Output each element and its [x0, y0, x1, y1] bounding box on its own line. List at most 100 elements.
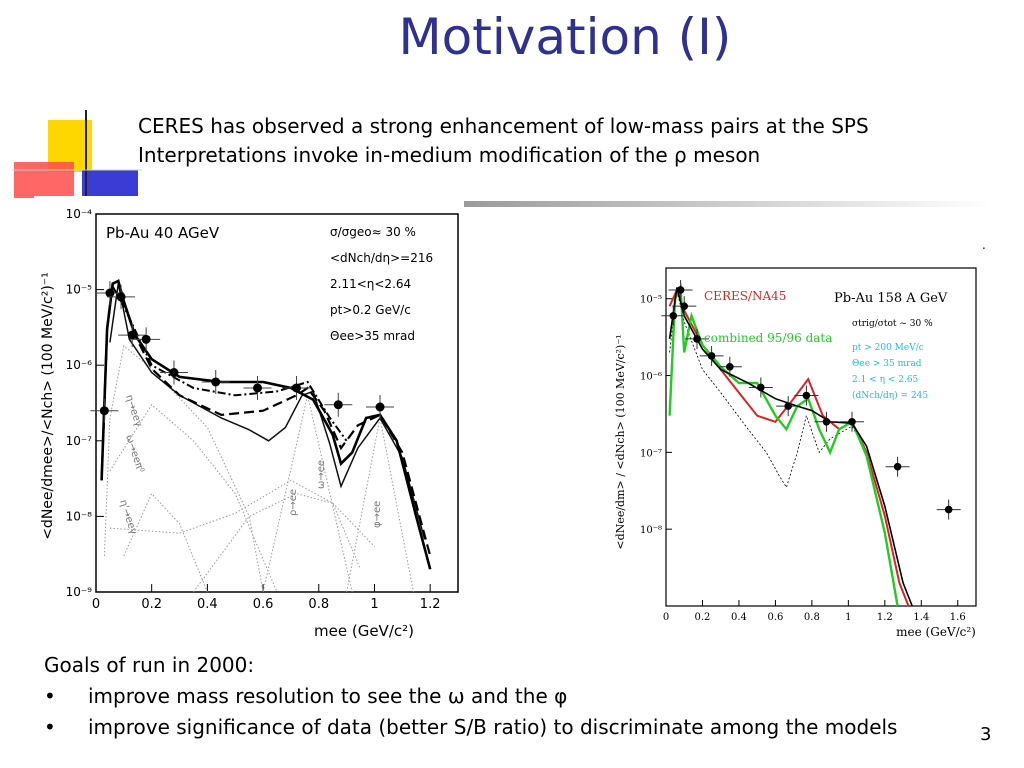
right-x-tick-label: 1.2 — [877, 612, 893, 623]
goals-section: Goals of run in 2000: • improve mass reso… — [44, 650, 897, 743]
right-x-tick-label: 1 — [845, 612, 851, 623]
left-cut-4: pt>0.2 GeV/c — [330, 303, 411, 317]
left-data-point — [105, 288, 115, 298]
left-cut-1: σ/σgeo≈ 30 % — [330, 225, 416, 239]
intro-text: CERES has observed a strong enhancement … — [138, 112, 869, 170]
left-decay-label-4: ρ→ee — [288, 489, 299, 516]
left-data-point — [375, 402, 385, 412]
right-axis-ticks: 0 0.2 0.4 0.6 0.8 1 1.2 1.4 1.6 10⁻⁵ 10⁻⁶ 10⁻⁷ 10⁻⁸ — [640, 295, 966, 623]
left-decay-curve-4 — [193, 493, 361, 593]
left-x-tick-label: 0.4 — [197, 597, 218, 612]
left-x-tick-label: 0 — [92, 597, 100, 612]
left-decay-curve-5 — [262, 395, 353, 593]
goal-text-2: improve significance of data (better S/B… — [88, 715, 898, 739]
left-y-tick-label: 10⁻⁷ — [66, 434, 93, 448]
goal-item-1: • improve mass resolution to see the ω an… — [44, 681, 897, 712]
right-data-points — [661, 279, 961, 520]
right-data-point — [784, 402, 792, 410]
right-cut-2: pt > 200 MeV/c — [852, 343, 924, 353]
right-plot-frame — [665, 267, 977, 607]
decorative-squares — [12, 110, 142, 210]
left-decay-label-6: φ→ee — [372, 501, 383, 528]
right-data-point — [676, 286, 685, 294]
right-figure: 0 0.2 0.4 0.6 0.8 1 1.2 1.4 1.6 10⁻⁵ 10⁻⁶ 10⁻⁷ 10⁻⁸ … — [606, 262, 986, 642]
right-cocktail-curve — [669, 289, 867, 489]
right-legend-green: combined 95/96 data — [704, 331, 832, 345]
left-data-point — [333, 400, 343, 410]
right-y-axis-label: <dNee/dm> / <dNch> (100 MeV/c²)⁻¹ — [614, 334, 627, 549]
right-cut-1: σtrig/σtot ~ 30 % — [852, 319, 933, 329]
left-x-tick-label: 1.2 — [420, 597, 441, 612]
intro-line-1: CERES has observed a strong enhancement … — [138, 114, 869, 138]
right-data-point — [944, 505, 953, 514]
left-cut-2: <dNch/dη>=216 — [330, 251, 433, 265]
right-y-tick-label: 10⁻⁸ — [640, 525, 662, 536]
left-x-tick-label: 0.6 — [253, 597, 274, 612]
right-data-point — [822, 417, 831, 426]
left-y-tick-label: 10⁻⁴ — [66, 207, 93, 221]
left-x-tick-label: 0.2 — [141, 597, 162, 612]
left-data-point — [211, 377, 221, 387]
left-x-axis-label: mee (GeV/c²) — [314, 622, 414, 640]
right-legend-red: CERES/NA45 — [704, 289, 786, 303]
left-curves — [100, 279, 432, 593]
right-y-tick-label: 10⁻⁷ — [640, 448, 662, 459]
left-dashdot-curve — [111, 286, 348, 442]
left-axis-ticks: 0 0.2 0.4 0.6 0.8 1 1.2 10⁻⁴ 10⁻⁵ 10⁻⁶ 10⁻⁷ 10⁻⁸ 10⁻… — [66, 207, 441, 612]
bullet-glyph: • — [44, 715, 56, 739]
left-decay-curve-3 — [123, 492, 208, 593]
slide-title: Motivation (I) — [398, 8, 732, 66]
right-cut-4: 2.1 < η < 2.65 — [852, 375, 919, 385]
right-data-point — [693, 335, 701, 343]
left-data-point — [99, 406, 109, 416]
left-data-point — [253, 383, 263, 393]
right-y-tick-label: 10⁻⁶ — [640, 372, 662, 383]
left-solid-curve — [100, 279, 432, 570]
left-decay-curve-7 — [109, 479, 375, 547]
left-y-tick-label: 10⁻⁶ — [66, 358, 93, 372]
red-square — [14, 162, 74, 198]
left-x-tick-label: 0.8 — [308, 597, 329, 612]
left-decay-label-5: ω→ee — [316, 460, 327, 489]
stray-mark: . — [982, 238, 986, 252]
right-x-tick-label: 0.2 — [695, 612, 711, 623]
right-x-tick-label: 0.8 — [804, 612, 820, 623]
left-decay-curve-2 — [109, 403, 278, 593]
left-cocktail-curve — [109, 283, 426, 540]
left-decay-label-3: η'→eeγ — [117, 499, 139, 536]
right-x-tick-label: 0 — [663, 612, 669, 623]
right-data-point — [669, 311, 678, 320]
right-x-tick-label: 0.6 — [767, 612, 783, 623]
left-y-tick-label: 10⁻⁹ — [66, 585, 93, 599]
right-red-curve — [668, 287, 910, 607]
goal-text-1: improve mass resolution to see the ω and… — [88, 684, 568, 708]
left-data-point — [127, 330, 137, 340]
left-data-point — [141, 334, 151, 344]
left-plot: 0 0.2 0.4 0.6 0.8 1 1.2 10⁻⁴ 10⁻⁵ 10⁻⁶ 10⁻⁷ 10⁻⁸ 10⁻… — [40, 207, 459, 640]
left-data-point — [116, 292, 126, 302]
left-data-point — [169, 368, 179, 378]
left-y-tick-label: 10⁻⁵ — [66, 283, 93, 297]
right-x-tick-label: 1.6 — [950, 612, 966, 623]
right-x-axis-label: mee (GeV/c²) — [896, 625, 976, 639]
right-data-point — [726, 362, 734, 371]
left-decay-curve-6 — [346, 417, 414, 593]
right-data-point — [848, 417, 856, 426]
left-x-tick-label: 1 — [370, 597, 378, 612]
right-system-label: Pb-Au 158 A GeV — [834, 291, 948, 306]
right-x-tick-label: 1.4 — [913, 612, 929, 623]
left-figure: 0 0.2 0.4 0.6 0.8 1 1.2 10⁻⁴ 10⁻⁵ 10⁻⁶ 10⁻⁷ 10⁻⁸ 10⁻… — [34, 196, 464, 644]
left-cut-3: 2.11<η<2.64 — [330, 277, 411, 291]
left-data-points — [90, 281, 395, 423]
left-data-point — [291, 383, 301, 393]
left-y-tick-label: 10⁻⁸ — [66, 509, 93, 523]
right-cut-5: (dNch/dη) = 245 — [852, 390, 928, 401]
goals-heading: Goals of run in 2000: — [44, 653, 255, 677]
left-cut-5: Θee>35 mrad — [330, 329, 415, 343]
right-y-tick-label: 10⁻⁵ — [640, 295, 662, 306]
left-plot-frame — [95, 213, 459, 593]
blue-square — [82, 170, 138, 200]
intro-line-2: Interpretations invoke in-medium modific… — [138, 143, 761, 167]
goal-item-2: • improve significance of data (better S/… — [44, 712, 897, 743]
left-system-label: Pb-Au 40 AGeV — [106, 224, 220, 242]
